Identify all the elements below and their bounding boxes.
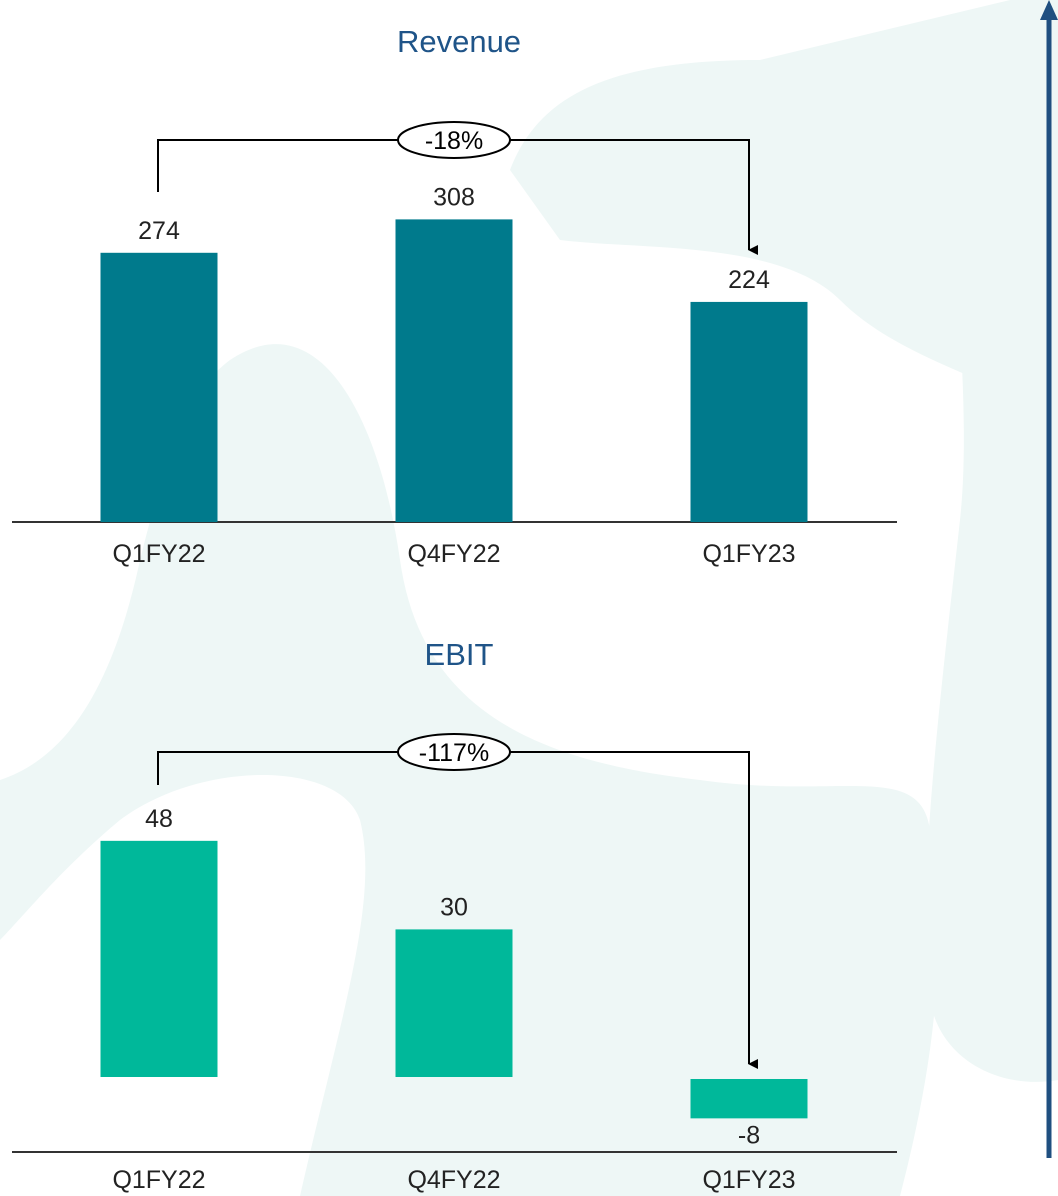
change-badge-label: -18% — [425, 127, 483, 155]
data-label: -8 — [738, 1121, 760, 1149]
data-label: 274 — [138, 217, 180, 245]
change-badge: -18% — [397, 121, 511, 159]
change-badge-label: -117% — [419, 739, 489, 767]
bar-group: 48 Q1FY22 30 Q4FY22 -8 Q1FY23 — [100, 805, 808, 1194]
change-badge: -117% — [397, 733, 511, 771]
x-tick-label: Q4FY22 — [407, 1166, 500, 1194]
x-tick-label: Q1FY23 — [702, 1166, 795, 1194]
x-tick-label: Q1FY22 — [112, 540, 205, 568]
bar — [395, 219, 513, 522]
background-shape-right — [925, 71, 1058, 1082]
x-tick-label: Q1FY23 — [702, 540, 795, 568]
bar — [690, 301, 808, 522]
x-tick-label: Q1FY22 — [112, 1166, 205, 1194]
change-badge-outline — [397, 121, 511, 159]
data-label: 308 — [433, 183, 475, 211]
data-label: 224 — [728, 266, 770, 294]
x-tick-label: Q4FY22 — [407, 540, 500, 568]
chart-title: EBIT — [425, 637, 494, 672]
bar — [100, 252, 218, 523]
arrow-up-icon — [1040, 0, 1058, 20]
bar — [100, 840, 218, 1077]
background-shape-top — [510, 0, 1058, 420]
ebit-chart: EBIT -117% 48 Q1FY22 30 Q4FY22 -8 Q1FY23 — [12, 637, 897, 1194]
chart-title: Revenue — [397, 24, 521, 59]
data-label: 30 — [440, 893, 468, 921]
bar — [395, 929, 513, 1077]
data-label: 48 — [145, 805, 173, 833]
bar-group: 274 Q1FY22 308 Q4FY22 224 Q1FY23 — [100, 183, 808, 568]
change-badge-outline — [397, 733, 511, 771]
bar — [690, 1079, 808, 1119]
revenue-chart: Revenue -18% 274 Q1FY22 308 Q4FY22 224 Q1FY23 — [12, 24, 897, 568]
